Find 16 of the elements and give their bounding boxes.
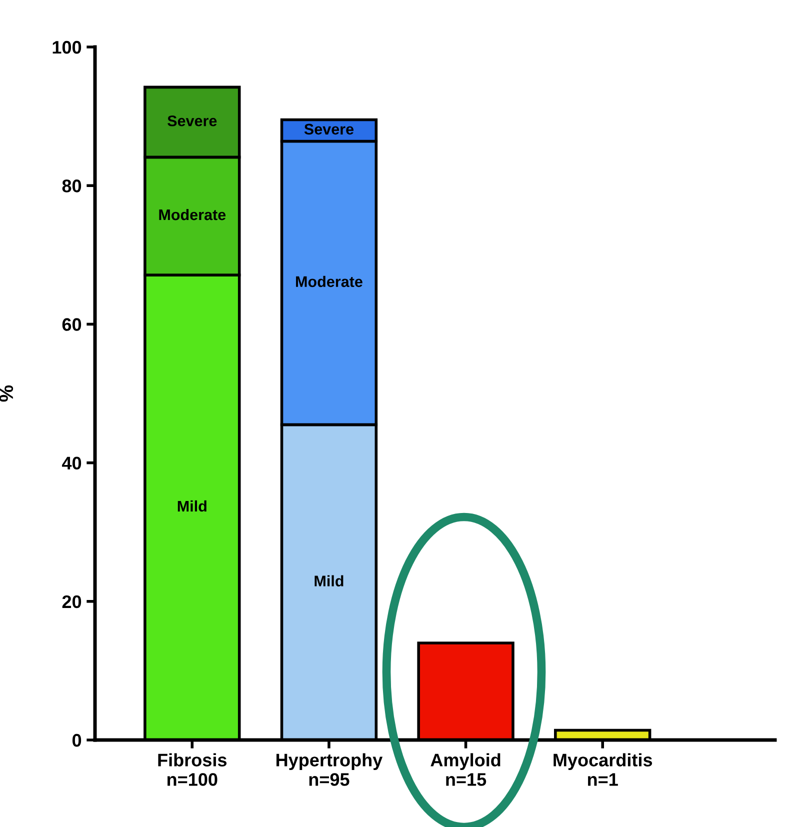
data-label: Mild (314, 575, 344, 586)
data-label: Severe (168, 115, 217, 126)
y-tick-label: 80 (62, 180, 82, 192)
x-tick-label: Hypertrophy n=95 (276, 753, 383, 786)
y-tick-label: 60 (62, 318, 82, 331)
x-tick-label: Myocarditis n=1 (554, 753, 652, 786)
data-label: Severe (304, 124, 354, 135)
data-label: Mild (178, 500, 206, 512)
x-tick-label: Fibrosis n=100 (158, 753, 227, 786)
y-tick-label: 100 (52, 40, 82, 54)
data-label: Moderate (296, 276, 362, 288)
x-tick-label: Amyloid n=15 (430, 753, 500, 786)
y-tick-label: 20 (62, 595, 82, 608)
y-tick-label: 0 (72, 734, 82, 747)
data-label: Moderate (159, 208, 226, 220)
y-tick-label: 40 (62, 456, 82, 470)
